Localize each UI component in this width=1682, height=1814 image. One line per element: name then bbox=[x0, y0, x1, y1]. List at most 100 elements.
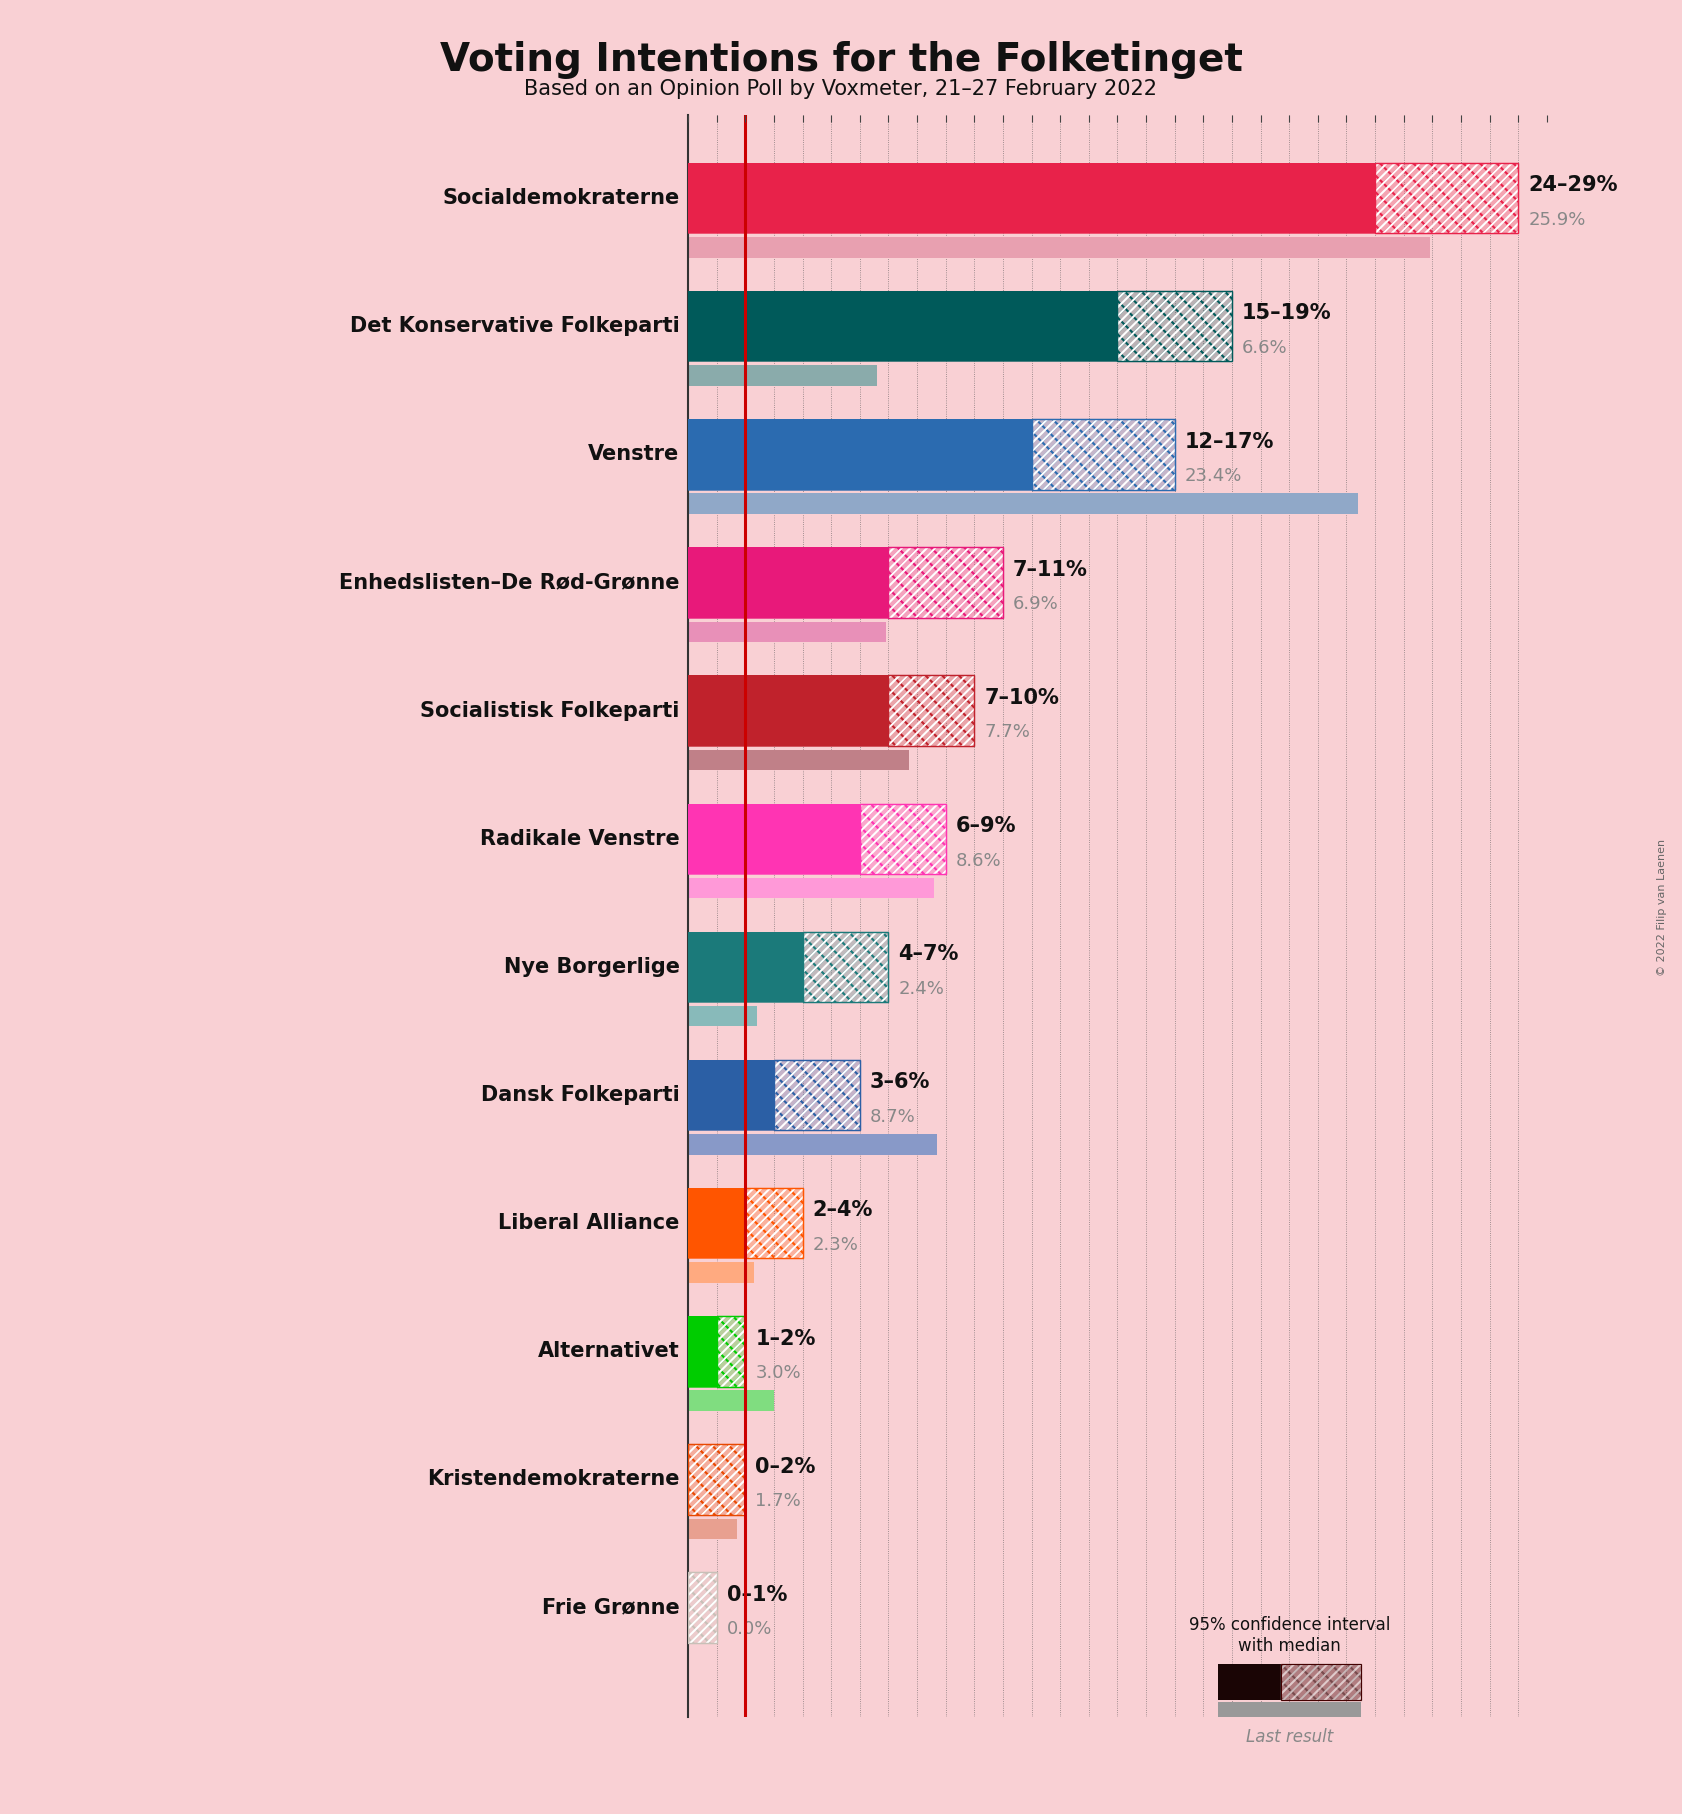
Bar bbox=[688, 1188, 745, 1259]
Text: 95% confidence interval
with median: 95% confidence interval with median bbox=[1189, 1616, 1389, 1654]
Bar bbox=[688, 1573, 717, 1643]
Text: Det Konservative Folkeparti: Det Konservative Folkeparti bbox=[350, 316, 680, 336]
Text: Enhedslisten–De Rød-Grønne: Enhedslisten–De Rød-Grønne bbox=[340, 573, 680, 593]
Text: 25.9%: 25.9% bbox=[1529, 210, 1586, 229]
Text: 7–10%: 7–10% bbox=[984, 688, 1060, 707]
Bar bbox=[688, 419, 1031, 490]
Bar bbox=[688, 804, 860, 874]
Text: 0.0%: 0.0% bbox=[727, 1620, 772, 1638]
Bar bbox=[688, 163, 1376, 234]
Bar bbox=[717, 1317, 745, 1386]
Bar bbox=[1376, 163, 1519, 234]
Text: Dansk Folkeparti: Dansk Folkeparti bbox=[481, 1085, 680, 1105]
Bar bbox=[745, 1188, 802, 1259]
Text: 1.7%: 1.7% bbox=[755, 1493, 801, 1511]
Bar bbox=[774, 1059, 860, 1130]
Bar bbox=[688, 622, 886, 642]
Bar bbox=[688, 749, 908, 771]
Text: 2.3%: 2.3% bbox=[812, 1235, 858, 1253]
Bar bbox=[688, 804, 860, 874]
Bar bbox=[888, 548, 1002, 619]
Bar bbox=[1218, 1702, 1361, 1725]
Bar bbox=[1031, 419, 1174, 490]
Bar bbox=[888, 548, 1002, 619]
Bar bbox=[688, 1444, 745, 1515]
Bar bbox=[688, 1573, 717, 1643]
Text: 15–19%: 15–19% bbox=[1241, 303, 1332, 323]
Bar bbox=[1280, 1663, 1361, 1700]
Bar bbox=[688, 932, 802, 1001]
Bar bbox=[1117, 290, 1231, 361]
Text: 0–1%: 0–1% bbox=[727, 1585, 787, 1605]
Bar bbox=[688, 1573, 717, 1643]
Bar bbox=[717, 1317, 745, 1386]
Bar bbox=[860, 804, 945, 874]
Text: 0–2%: 0–2% bbox=[755, 1457, 816, 1477]
Bar bbox=[1280, 1663, 1361, 1700]
Text: 8.7%: 8.7% bbox=[870, 1108, 915, 1126]
Text: 12–17%: 12–17% bbox=[1184, 432, 1275, 452]
Text: Nye Borgerlige: Nye Borgerlige bbox=[503, 958, 680, 978]
Bar bbox=[1218, 1663, 1280, 1700]
Text: Socialdemokraterne: Socialdemokraterne bbox=[442, 189, 680, 209]
Text: 2–4%: 2–4% bbox=[812, 1201, 873, 1221]
Text: 7.7%: 7.7% bbox=[984, 724, 1031, 742]
Bar bbox=[688, 675, 888, 746]
Bar bbox=[774, 1059, 860, 1130]
Text: © 2022 Filip van Laenen: © 2022 Filip van Laenen bbox=[1657, 838, 1667, 976]
Bar bbox=[888, 675, 974, 746]
Bar bbox=[688, 1444, 745, 1515]
Bar bbox=[688, 1059, 774, 1130]
Bar bbox=[1117, 290, 1231, 361]
Text: 7–11%: 7–11% bbox=[1013, 561, 1088, 580]
Bar bbox=[688, 1444, 745, 1515]
Bar bbox=[688, 1518, 737, 1538]
Bar bbox=[1376, 163, 1519, 234]
Bar bbox=[688, 548, 888, 619]
Bar bbox=[774, 1059, 860, 1130]
Bar bbox=[888, 548, 1002, 619]
Bar bbox=[802, 932, 888, 1001]
Bar bbox=[688, 1134, 937, 1156]
Text: Liberal Alliance: Liberal Alliance bbox=[498, 1214, 680, 1234]
Bar bbox=[688, 1444, 745, 1515]
Text: Based on an Opinion Poll by Voxmeter, 21–27 February 2022: Based on an Opinion Poll by Voxmeter, 21… bbox=[525, 78, 1157, 100]
Bar bbox=[688, 238, 1430, 258]
Text: 3–6%: 3–6% bbox=[870, 1072, 930, 1092]
Text: 3.0%: 3.0% bbox=[755, 1364, 801, 1382]
Bar bbox=[1117, 290, 1231, 361]
Text: 6–9%: 6–9% bbox=[955, 816, 1016, 836]
Text: Alternativet: Alternativet bbox=[538, 1341, 680, 1360]
Bar bbox=[688, 1317, 717, 1386]
Bar bbox=[802, 932, 888, 1001]
Bar bbox=[688, 878, 934, 898]
Bar bbox=[688, 290, 1117, 361]
Bar bbox=[745, 1188, 802, 1259]
Bar bbox=[860, 804, 945, 874]
Bar bbox=[688, 290, 1117, 361]
Bar bbox=[688, 932, 802, 1001]
Text: Radikale Venstre: Radikale Venstre bbox=[479, 829, 680, 849]
Bar bbox=[1031, 419, 1174, 490]
Bar bbox=[888, 548, 1002, 619]
Bar bbox=[688, 1263, 754, 1282]
Bar bbox=[1031, 419, 1174, 490]
Bar bbox=[688, 163, 1376, 234]
Text: Kristendemokraterne: Kristendemokraterne bbox=[427, 1469, 680, 1489]
Bar bbox=[688, 1317, 717, 1386]
Bar bbox=[1117, 290, 1231, 361]
Bar bbox=[860, 804, 945, 874]
Bar bbox=[688, 1188, 745, 1259]
Bar bbox=[888, 675, 974, 746]
Bar bbox=[774, 1059, 860, 1130]
Text: Frie Grønne: Frie Grønne bbox=[542, 1598, 680, 1618]
Text: 6.6%: 6.6% bbox=[1241, 339, 1288, 357]
Bar bbox=[860, 804, 945, 874]
Bar bbox=[745, 1188, 802, 1259]
Text: 2.4%: 2.4% bbox=[898, 980, 944, 998]
Bar bbox=[1031, 419, 1174, 490]
Bar bbox=[745, 1188, 802, 1259]
Text: 4–7%: 4–7% bbox=[898, 943, 959, 963]
Bar bbox=[802, 932, 888, 1001]
Bar bbox=[717, 1317, 745, 1386]
